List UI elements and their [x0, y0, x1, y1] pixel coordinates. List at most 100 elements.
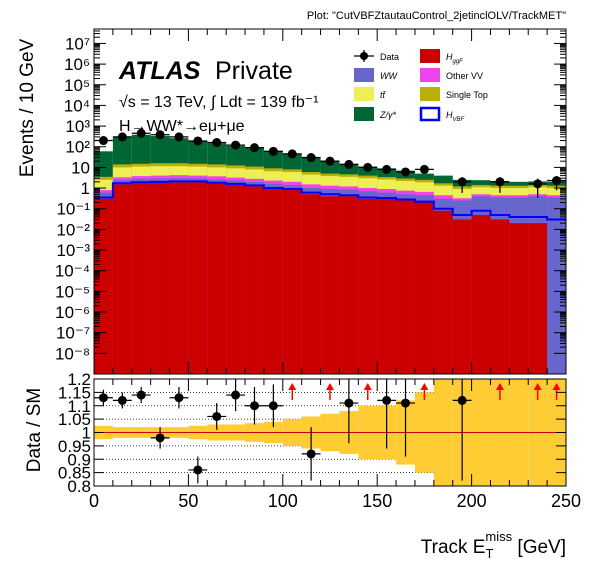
stack-histogram: [94, 134, 566, 374]
plot-label: Plot: "CutVBFZtautauControl_2jetinclOLV/…: [307, 10, 566, 22]
legend-swatch-ggF: [420, 49, 440, 63]
data-point: [495, 177, 505, 187]
ratio-point: [212, 411, 222, 421]
x-tick-label: 50: [178, 491, 198, 511]
legend-label: Data: [380, 52, 399, 62]
legend-label: HVBF: [446, 110, 465, 123]
overflow-arrow-head: [363, 383, 372, 390]
data-point: [344, 159, 354, 169]
ratio-y-tick-label: 1.05: [58, 410, 91, 429]
stack-bar-ggF: [433, 210, 453, 374]
stack-bar-ggF: [112, 184, 132, 374]
ratio-y-tick-label: 0.85: [58, 464, 91, 483]
y-tick-label: 10⁻¹: [56, 200, 90, 219]
main-y-label: Events / 10 GeV: [17, 38, 38, 177]
data-point: [249, 143, 259, 153]
legend-label: HggF: [446, 52, 463, 65]
stack-bar-ggF: [282, 190, 302, 374]
energy-label: √s = 13 TeV, ∫ Ldt = 139 fb⁻¹: [119, 94, 319, 111]
data-point: [401, 167, 411, 177]
y-tick-label: 10³: [65, 117, 90, 136]
overflow-arrow-head: [326, 383, 334, 390]
stack-bar-ggF: [188, 182, 208, 374]
data-point: [268, 146, 278, 156]
stack-bar-ggF: [509, 223, 529, 374]
process-label: H→WW*→eμ+μe: [119, 118, 245, 135]
data-point: [325, 156, 335, 166]
ratio-y-label: Data / SM: [24, 388, 45, 472]
data-point: [231, 140, 241, 150]
ratio-point: [98, 393, 108, 403]
y-tick-label: 10⁻⁵: [55, 282, 90, 301]
x-tick-label: 200: [457, 491, 487, 511]
ratio-point: [268, 401, 278, 411]
data-point: [382, 164, 392, 174]
ratio-point: [136, 390, 146, 400]
data-point: [287, 149, 297, 159]
legend: Data WW tt̄ Z/γ* HggF Other VV Single Top HVBF: [354, 49, 488, 123]
y-tick-label: 10⁻²: [56, 220, 90, 239]
stack-bar-WW: [547, 197, 566, 374]
stack-bar-ggF: [320, 196, 340, 374]
ratio-point: [231, 390, 241, 400]
data-point: [363, 162, 373, 172]
stack-bar-ggF: [396, 200, 415, 374]
y-tick-label: 10⁷: [65, 34, 90, 53]
stack-bar-ggF: [452, 219, 472, 374]
ratio-point: [306, 449, 316, 459]
x-label-unit: [GeV]: [512, 537, 566, 558]
ratio-y-tick-label: 1.1: [67, 397, 91, 416]
x-tick-label: 250: [551, 491, 581, 511]
x-axis-label: Track ETmiss [GeV]: [421, 529, 566, 561]
ratio-y-tick-label: 0.95: [58, 437, 91, 456]
ratio-point: [401, 398, 411, 408]
legend-label: Z/γ*: [379, 110, 396, 120]
y-tick-label: 1: [81, 179, 90, 198]
data-point: [457, 177, 467, 187]
overflow-arrow-head: [420, 383, 429, 390]
x-tick-label: 0: [89, 491, 99, 511]
stack-bar-ggF: [471, 214, 491, 374]
stack-bar-ggF: [131, 183, 151, 374]
data-point: [117, 132, 127, 142]
y-tick-label: 10⁶: [64, 55, 90, 74]
stack-bar-ggF: [358, 198, 378, 374]
data-point: [419, 164, 429, 174]
y-tick-label: 10²: [65, 138, 90, 157]
ratio-y-tick-label: 1: [82, 424, 91, 443]
overflow-arrow-head: [288, 383, 297, 390]
legend-label: Other VV: [446, 71, 483, 81]
stack-bar-ggF: [263, 189, 283, 374]
data-point: [155, 130, 165, 140]
vbf-line: [94, 180, 566, 221]
stack-bar-ggF: [94, 198, 113, 374]
data-point: [533, 179, 543, 189]
x-tick-label: 100: [268, 491, 298, 511]
legend-label: WW: [380, 71, 398, 81]
overflow-arrow-head: [552, 383, 561, 390]
ratio-point: [249, 401, 259, 411]
ratio-point: [117, 395, 127, 405]
stack-bar-ggF: [301, 194, 321, 374]
stack-bar-ggF: [150, 182, 170, 374]
private-label: Private: [215, 57, 293, 85]
data-point: [193, 136, 203, 146]
legend-swatch-Zgamma: [354, 107, 374, 121]
stack-bar-ggF: [490, 219, 510, 374]
stack-bar-ggF: [414, 202, 434, 374]
data-point: [552, 176, 562, 186]
x-axis: 0 50 100 150 200 250: [89, 29, 581, 511]
ratio-point: [174, 393, 184, 403]
y-tick-label: 10⁻³: [56, 241, 90, 260]
y-tick-label: 10⁻⁴: [55, 262, 90, 281]
legend-label: tt̄: [380, 90, 386, 100]
stack-bar-ggF: [169, 182, 189, 374]
stack-bar-ggF: [226, 185, 246, 374]
ratio-point: [155, 433, 165, 443]
legend-data-marker: [360, 52, 368, 60]
stack-bar-ggF: [207, 183, 227, 374]
ratio-y-tick-label: 1.2: [67, 370, 91, 389]
data-point: [136, 128, 146, 138]
ratio-point: [382, 395, 392, 405]
